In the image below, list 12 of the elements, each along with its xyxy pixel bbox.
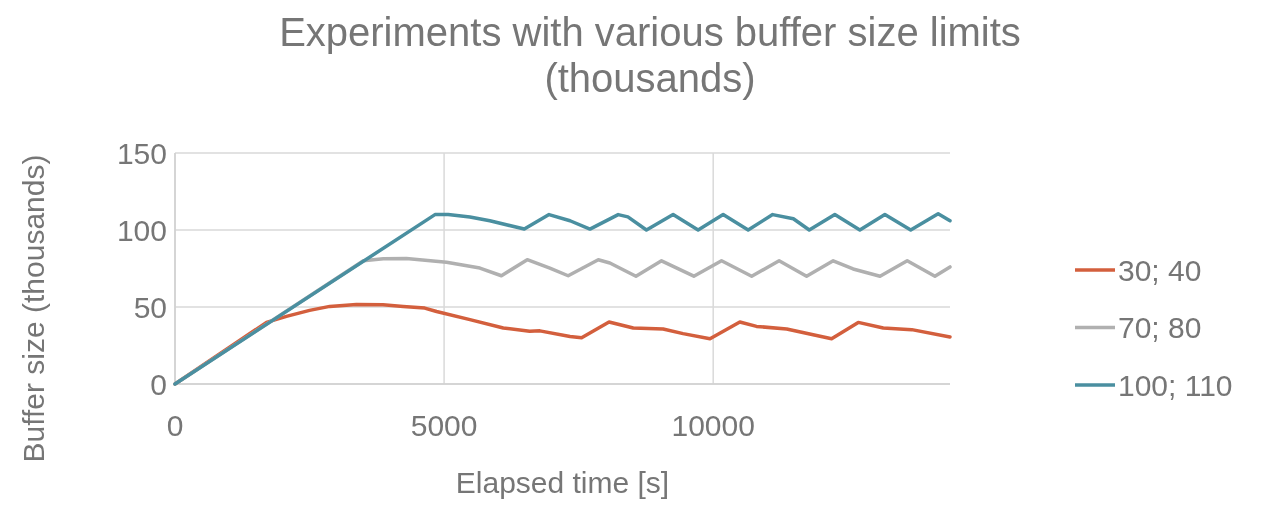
chart-title: Experiments with various buffer size limits (thousands) bbox=[279, 10, 1021, 100]
y-axis-title: Buffer size (thousands) bbox=[17, 154, 50, 463]
y-tick-label: 100 bbox=[116, 213, 167, 247]
legend-label: 100; 110 bbox=[1118, 368, 1233, 402]
x-tick-label: 10000 bbox=[671, 409, 755, 442]
y-tick-label: 50 bbox=[133, 290, 167, 324]
x-axis-title: Elapsed time [s] bbox=[455, 466, 670, 499]
y-tick-label: 150 bbox=[116, 136, 167, 170]
legend-label: 30; 40 bbox=[1118, 253, 1202, 287]
x-tick-label: 5000 bbox=[410, 409, 478, 442]
y-tick-label: 0 bbox=[150, 367, 167, 401]
legend-label: 70; 80 bbox=[1118, 311, 1202, 344]
